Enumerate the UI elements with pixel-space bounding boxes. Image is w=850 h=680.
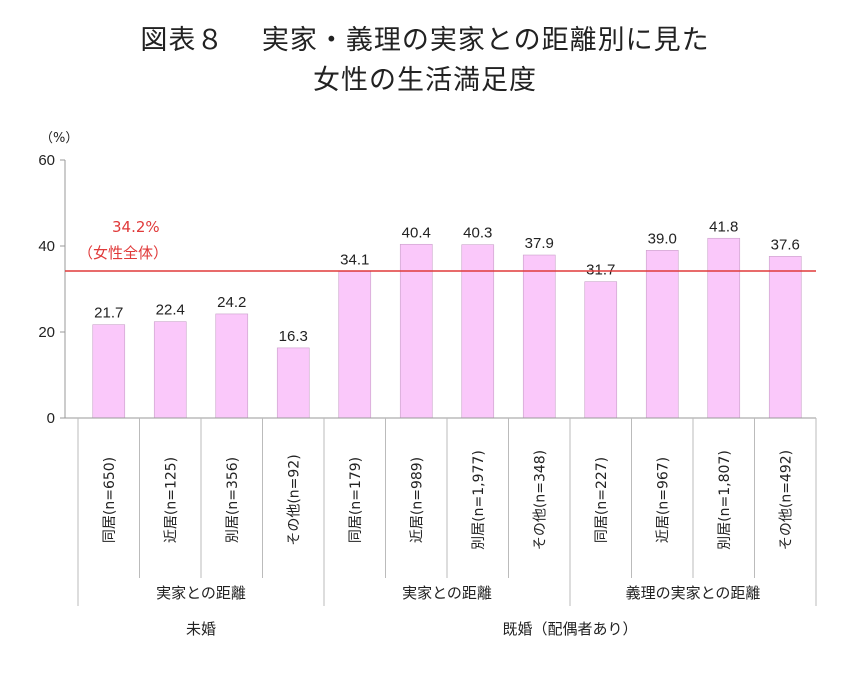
bar xyxy=(584,281,618,419)
category-label: 近居(n=989) xyxy=(409,457,425,543)
bar xyxy=(276,347,310,419)
y-tick-label: 60 xyxy=(38,152,55,169)
bar-value-label: 41.8 xyxy=(709,218,738,235)
bar-value-label: 37.6 xyxy=(771,236,800,253)
bar xyxy=(338,271,372,419)
bar-value-label: 21.7 xyxy=(94,305,123,322)
bar xyxy=(645,250,679,419)
bar-value-label: 24.2 xyxy=(217,294,246,311)
y-tick-label: 40 xyxy=(38,238,55,255)
group-label-level2: 既婚（配偶者あり） xyxy=(502,620,637,638)
y-axis-unit: （%） xyxy=(40,131,78,146)
reference-line-value-label: 34.2% xyxy=(112,218,160,236)
category-label: その他(n=348) xyxy=(532,450,548,550)
group-label-level1: 実家との距離 xyxy=(156,584,246,602)
bar xyxy=(215,313,249,419)
bar xyxy=(92,324,126,419)
bar xyxy=(707,237,741,419)
category-label: 別居(n=1,807) xyxy=(717,450,733,550)
bar xyxy=(399,243,433,419)
bar-value-label: 39.0 xyxy=(648,230,677,247)
bar xyxy=(768,256,802,419)
category-label: 同居(n=650) xyxy=(102,457,118,543)
bar xyxy=(522,254,556,419)
chart-title-line1: 図表８ 実家・義理の実家との距離別に見た xyxy=(140,25,710,56)
category-label: その他(n=492) xyxy=(778,450,794,550)
bar-value-label: 22.4 xyxy=(156,302,185,319)
bar-value-label: 34.1 xyxy=(340,251,369,268)
y-tick-label: 20 xyxy=(38,324,55,341)
category-label: 別居(n=1,977) xyxy=(471,450,487,550)
chart-title-line2: 女性の生活満足度 xyxy=(313,65,537,96)
bar xyxy=(461,244,495,419)
group-label-level1: 実家との距離 xyxy=(402,584,492,602)
bar-value-label: 16.3 xyxy=(279,328,308,345)
category-label: 同居(n=179) xyxy=(348,457,364,543)
group-label-level1: 義理の実家との距離 xyxy=(626,584,761,602)
category-label: 近居(n=125) xyxy=(163,457,179,543)
y-tick-label: 0 xyxy=(47,410,55,427)
bar xyxy=(153,321,187,419)
category-label: 別居(n=356) xyxy=(225,457,241,543)
bar-value-label: 40.3 xyxy=(463,225,492,242)
category-label: 同居(n=227) xyxy=(594,457,610,543)
category-label: その他(n=92) xyxy=(286,454,302,545)
category-label: 近居(n=967) xyxy=(655,457,671,543)
bar-value-label: 37.9 xyxy=(525,235,554,252)
bar-value-label: 40.4 xyxy=(402,224,431,241)
group-label-level2: 未婚 xyxy=(186,620,216,638)
reference-line-text-label: （女性全体） xyxy=(78,244,168,262)
